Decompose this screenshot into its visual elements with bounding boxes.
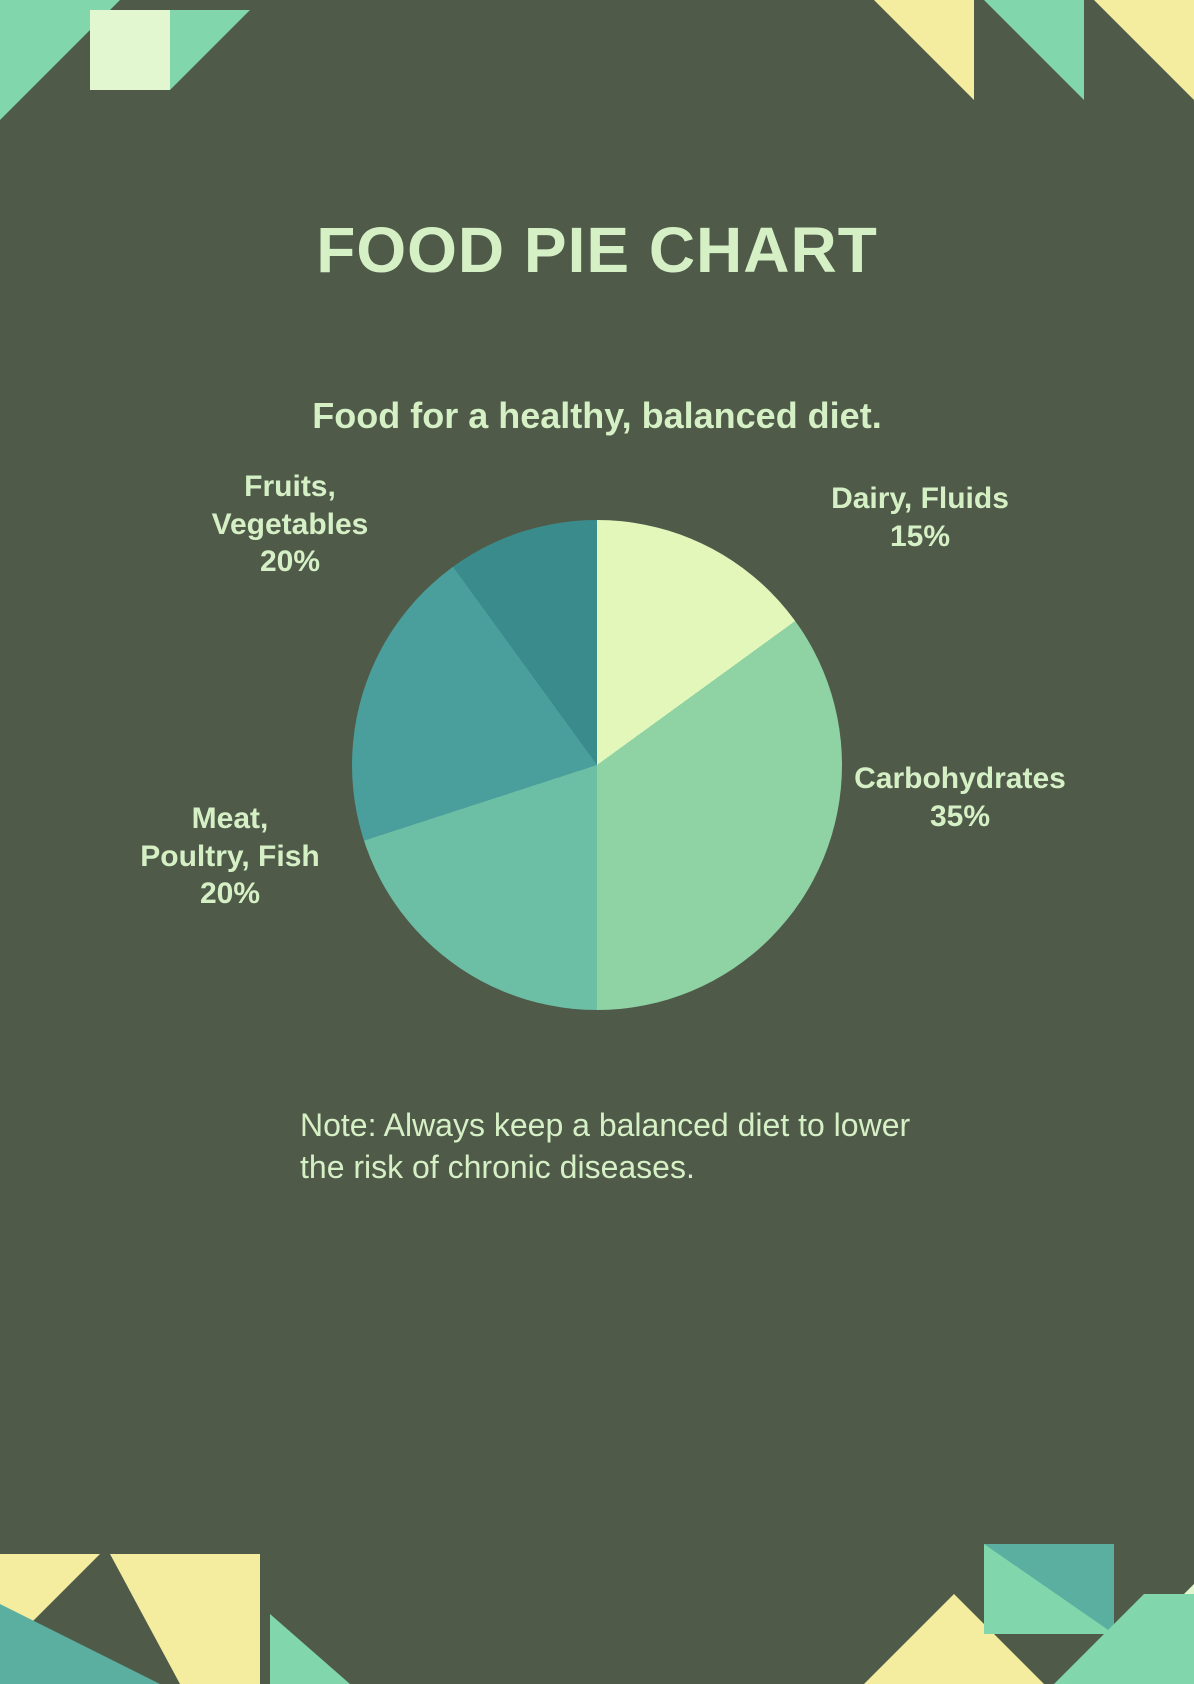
corner-top-right-icon xyxy=(854,0,1194,140)
chart-note: Note: Always keep a balanced diet to low… xyxy=(300,1105,940,1188)
slice-label: Dairy, Fluids 15% xyxy=(790,480,1050,555)
slice-label: Fruits, Vegetables 20% xyxy=(170,468,410,581)
page-root: FOOD PIE CHART Food for a healthy, balan… xyxy=(0,0,1194,1684)
corner-bottom-right-icon xyxy=(834,1504,1194,1684)
page-subtitle: Food for a healthy, balanced diet. xyxy=(0,395,1194,437)
slice-label: Carbohydrates 35% xyxy=(830,760,1090,835)
corner-top-left-icon xyxy=(0,0,260,160)
pie-graphic xyxy=(352,520,842,1010)
corner-bottom-left-icon xyxy=(0,1514,360,1684)
slice-label: Meat, Poultry, Fish 20% xyxy=(100,800,360,913)
page-title: FOOD PIE CHART xyxy=(0,213,1194,287)
